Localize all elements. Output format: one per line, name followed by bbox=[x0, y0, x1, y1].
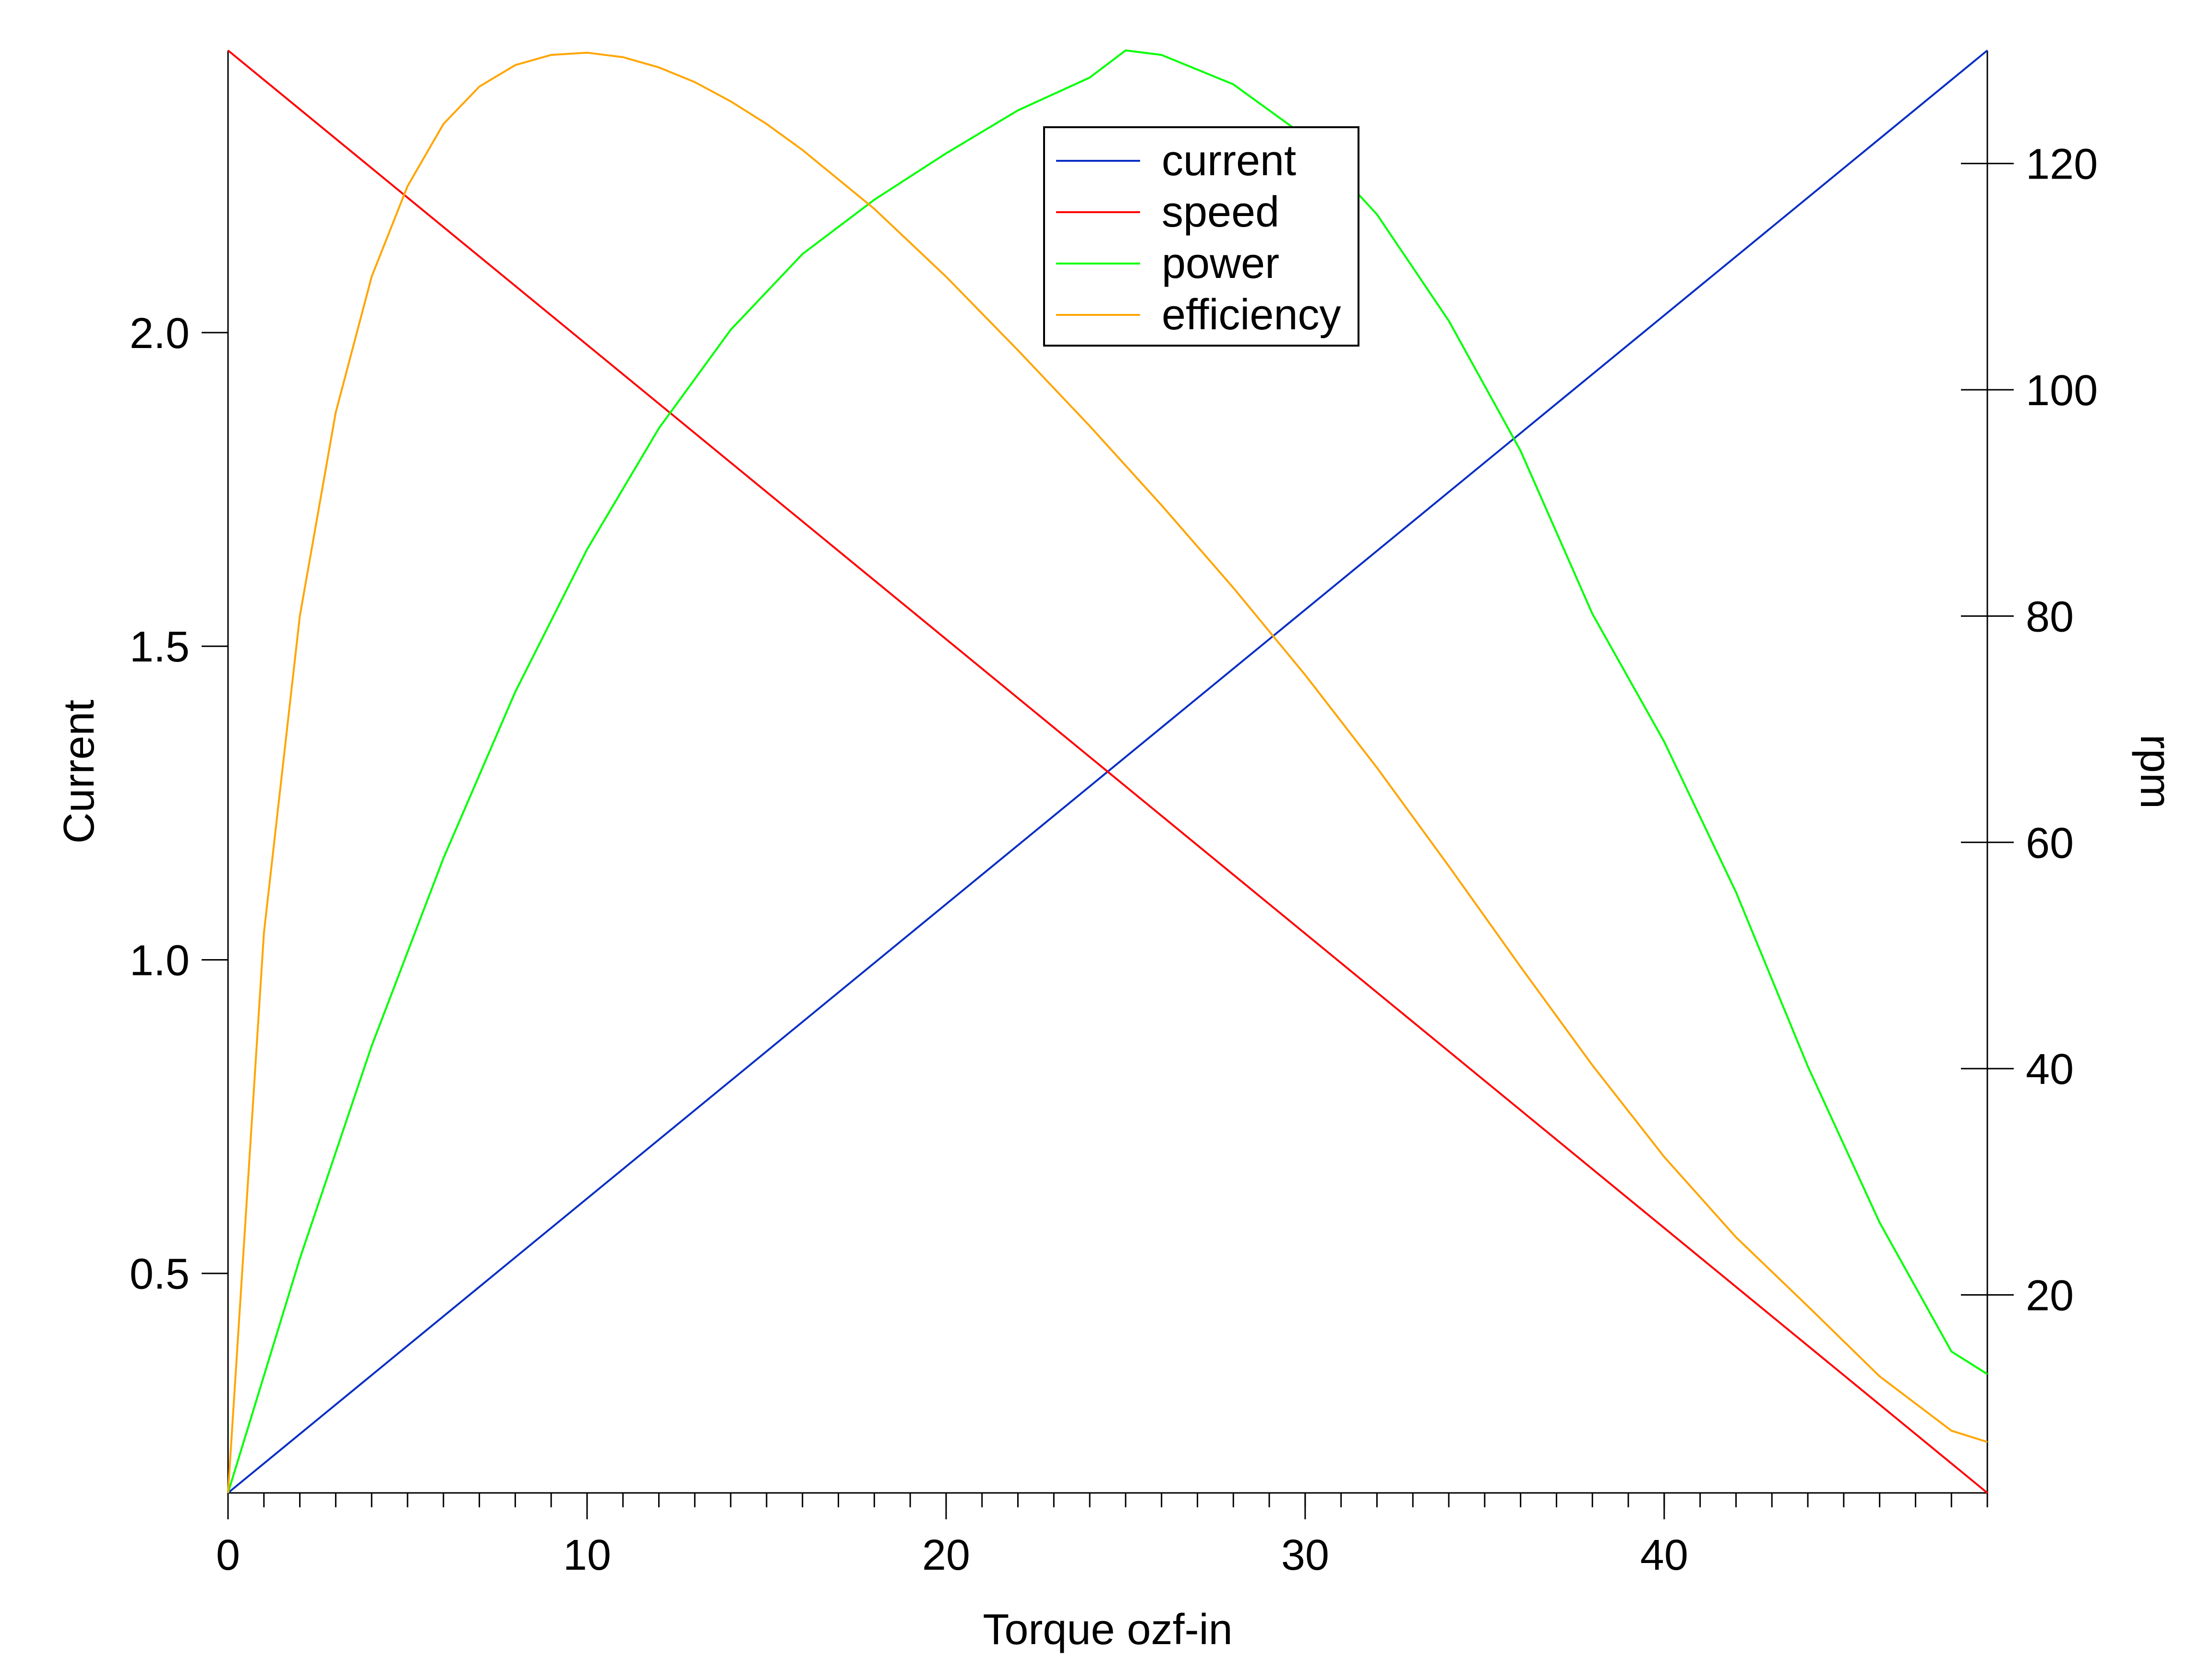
series-line-power bbox=[227, 49, 1988, 1493]
x-tick-label: 0 bbox=[216, 1531, 240, 1579]
series-line-efficiency bbox=[227, 51, 1988, 1493]
y-left-tick-label: 1.5 bbox=[130, 623, 190, 671]
y-left-axis-title: Current bbox=[55, 699, 103, 843]
series-layer bbox=[227, 49, 1988, 1494]
y-left-tick-label: 1.0 bbox=[130, 937, 190, 985]
legend-label-current: current bbox=[1162, 137, 1296, 185]
legend-label-power: power bbox=[1162, 240, 1279, 288]
y-right-tick-label: 40 bbox=[2026, 1046, 2074, 1094]
x-tick-label: 10 bbox=[563, 1531, 611, 1579]
x-axis-title: Torque ozf-in bbox=[983, 1606, 1232, 1654]
y-right-axis-title: rpm bbox=[2131, 734, 2179, 809]
y-left-tick-label: 2.0 bbox=[130, 310, 190, 358]
x-tick-label: 40 bbox=[1640, 1531, 1688, 1579]
series-line-speed bbox=[227, 49, 1988, 1494]
x-tick-label: 20 bbox=[922, 1531, 970, 1579]
y-right-tick-label: 80 bbox=[2026, 593, 2074, 641]
legend-label-efficiency: efficiency bbox=[1162, 291, 1341, 339]
y-right-tick-label: 20 bbox=[2026, 1272, 2074, 1320]
y-right-tick-label: 100 bbox=[2026, 367, 2098, 415]
legend-label-speed: speed bbox=[1162, 188, 1279, 236]
y-right-tick-label: 120 bbox=[2026, 141, 2098, 189]
axes: 0 10 20 30 40 0.5 1.0 1.5 2.0 20 40 60 80 100 120 bbox=[130, 50, 2098, 1579]
legend-box bbox=[1043, 126, 1359, 347]
y-left-tick-label: 0.5 bbox=[130, 1250, 190, 1298]
x-tick-label: 30 bbox=[1281, 1531, 1329, 1579]
y-right-tick-label: 60 bbox=[2026, 819, 2074, 867]
